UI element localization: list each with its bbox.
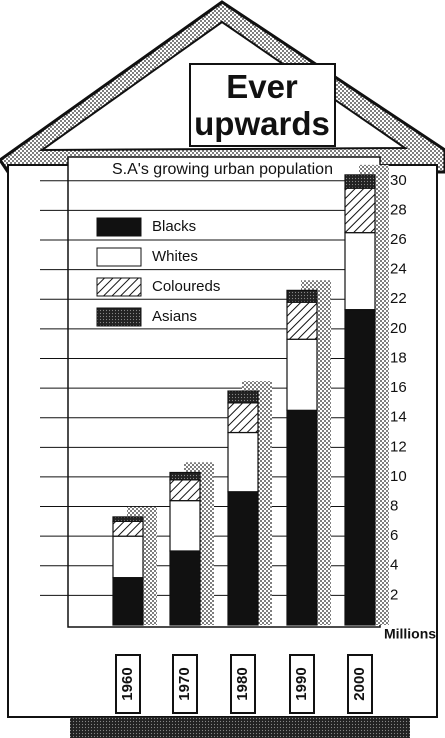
y-tick-label: 8	[390, 498, 398, 515]
legend-label: Blacks	[152, 218, 196, 235]
y-tick-label: 14	[390, 409, 407, 426]
x-tick-label: 1960	[119, 667, 136, 700]
bar-segment	[170, 480, 200, 501]
bar-segment	[345, 310, 375, 625]
legend-swatch	[97, 278, 141, 296]
y-tick-label: 18	[390, 349, 407, 366]
legend-swatch	[97, 248, 141, 266]
y-tick-label: 28	[390, 201, 407, 218]
y-tick-label: 30	[390, 172, 407, 189]
bar-segment	[228, 433, 258, 492]
page: 24681012141618202224262830 1960197019801…	[0, 0, 445, 738]
bar-segment	[228, 403, 258, 433]
bar-segment	[345, 188, 375, 232]
chart-subtitle: S.A's growing urban population	[110, 160, 335, 180]
x-tick-label: 2000	[351, 667, 368, 700]
bar-segment	[113, 517, 143, 521]
bar-segment	[228, 391, 258, 403]
legend-label: Coloureds	[152, 278, 220, 295]
y-axis-label: Millions	[384, 626, 436, 642]
x-tick-label: 1990	[293, 667, 310, 700]
y-tick-label: 6	[390, 527, 398, 544]
bar-segment	[228, 492, 258, 625]
x-tick-label: 1970	[176, 667, 193, 700]
y-tick-label: 4	[390, 557, 398, 574]
bar-segment	[287, 339, 317, 410]
y-tick-label: 10	[390, 468, 407, 485]
bar-segment	[170, 472, 200, 479]
bar-segment	[170, 551, 200, 625]
bar-segment	[113, 521, 143, 536]
y-tick-label: 12	[390, 438, 407, 455]
legend-swatch	[97, 218, 141, 236]
chart-title: Ever upwards	[192, 68, 332, 142]
y-tick-label: 20	[390, 320, 407, 337]
bar-segment	[113, 536, 143, 577]
bar-segment	[287, 302, 317, 339]
base-strip	[70, 717, 410, 738]
bar-segment	[345, 175, 375, 188]
legend-label: Whites	[152, 248, 198, 265]
x-tick-label: 1980	[234, 667, 251, 700]
y-tick-label: 2	[390, 586, 398, 603]
bar-segment	[113, 578, 143, 625]
y-tick-label: 16	[390, 379, 407, 396]
bar-segment	[170, 501, 200, 551]
legend-label: Asians	[152, 308, 197, 325]
bar-segment	[345, 233, 375, 310]
bar-segment	[287, 410, 317, 625]
legend-swatch	[97, 308, 141, 326]
bar-segment	[287, 290, 317, 302]
y-tick-label: 22	[390, 290, 407, 307]
y-tick-label: 26	[390, 231, 407, 248]
y-tick-label: 24	[390, 261, 407, 278]
